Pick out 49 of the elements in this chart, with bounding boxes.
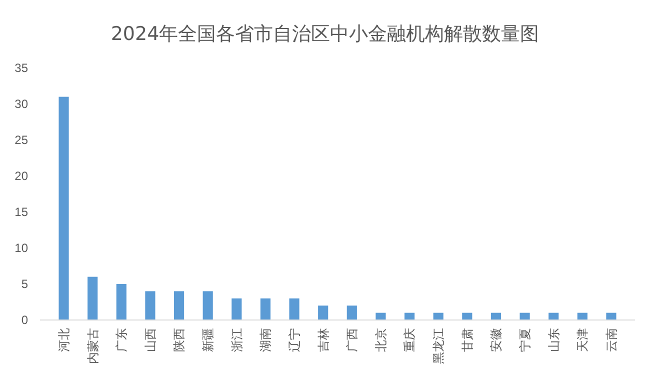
bar <box>490 312 502 320</box>
bar <box>232 298 242 320</box>
bar <box>404 312 415 320</box>
bar <box>289 298 300 320</box>
x-tick-label: 山西 <box>143 328 158 352</box>
x-tick-label: 辽宁 <box>287 328 302 352</box>
bar <box>260 298 271 320</box>
y-tick-label: 20 <box>14 168 28 183</box>
bar <box>548 312 559 320</box>
bar <box>433 312 444 320</box>
bar <box>520 312 530 320</box>
x-tick-label: 吉林 <box>316 328 330 352</box>
bar <box>577 312 588 320</box>
x-tick-label: 甘肃 <box>460 328 474 352</box>
bar <box>462 312 472 320</box>
bar <box>346 306 357 320</box>
y-tick-label: 15 <box>14 204 28 219</box>
x-tick-label: 天津 <box>576 328 590 352</box>
bar <box>58 96 69 320</box>
x-tick-label: 安徽 <box>489 328 504 352</box>
x-tick-label: 广东 <box>114 328 129 352</box>
y-tick-label: 5 <box>21 276 28 291</box>
x-tick-label: 广西 <box>345 328 360 352</box>
x-tick-label: 重庆 <box>402 328 417 352</box>
x-tick-label: 陕西 <box>172 328 186 352</box>
y-tick-label: 25 <box>14 132 28 147</box>
bar <box>174 291 184 320</box>
x-tick-label: 湖南 <box>258 328 273 352</box>
x-tick-label: 新疆 <box>201 328 216 352</box>
x-tick-label: 云南 <box>604 328 618 352</box>
x-tick-label: 宁夏 <box>518 328 532 352</box>
y-tick-label: 10 <box>14 240 28 255</box>
bar <box>202 291 213 320</box>
y-tick-label: 30 <box>14 96 28 111</box>
x-tick-label: 黑龙江 <box>432 328 446 364</box>
bar <box>145 291 156 320</box>
bar <box>88 276 98 320</box>
y-tick-label: 35 <box>14 60 28 75</box>
x-tick-label: 河北 <box>56 328 71 352</box>
x-tick-label: 内蒙古 <box>86 328 100 364</box>
y-tick-label: 0 <box>21 312 28 327</box>
bar <box>318 306 328 320</box>
bar <box>116 284 126 320</box>
x-tick-label: 浙江 <box>230 328 244 352</box>
bar <box>606 312 616 320</box>
x-tick-label: 山东 <box>546 328 561 352</box>
chart-title: 2024年全国各省市自治区中小金融机构解散数量图 <box>110 23 540 45</box>
bar <box>376 312 386 320</box>
x-tick-label: 北京 <box>374 328 388 352</box>
